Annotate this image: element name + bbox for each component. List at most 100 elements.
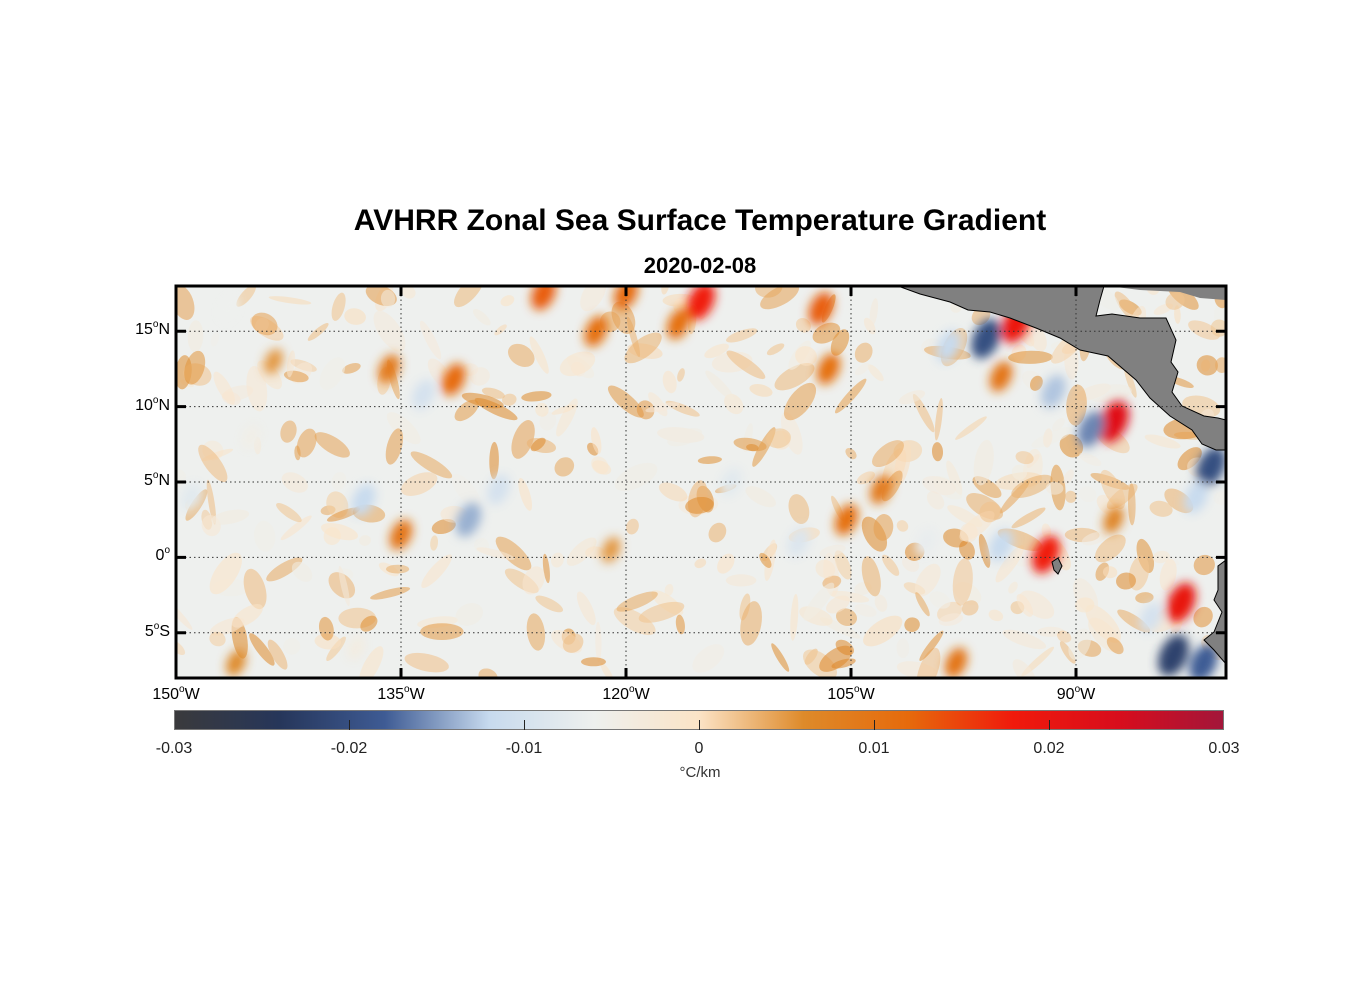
texture-cell [1016, 593, 1033, 617]
colorbar-tick-label: -0.03 [155, 740, 193, 757]
map-ticks [174, 286, 1226, 678]
gradient-features [180, 286, 1226, 678]
texture-cell [1026, 454, 1040, 468]
gradient-feature [241, 424, 261, 450]
texture-cell [854, 362, 870, 376]
texture-cell [1008, 581, 1018, 594]
gradient-feature [1098, 400, 1129, 443]
texture-cell [812, 322, 841, 344]
texture-cell [1149, 500, 1173, 517]
texture-cell [873, 514, 894, 541]
texture-cell [257, 360, 282, 390]
land-south-america [1203, 559, 1226, 665]
texture-cell [662, 370, 677, 394]
texture-cell [692, 644, 725, 673]
texture-cell [1079, 486, 1097, 503]
texture-cell [206, 479, 217, 525]
texture-cell [267, 639, 288, 670]
texture-cell [1066, 384, 1087, 426]
texture-cell [829, 590, 870, 603]
texture-cell [1068, 628, 1092, 660]
chart-title: AVHRR Zonal Sea Surface Temperature Grad… [353, 204, 1047, 237]
texture-cell [551, 552, 564, 568]
texture-cell [979, 501, 1001, 523]
texture-cell [472, 308, 491, 326]
texture-cell [704, 343, 729, 359]
texture-cell [919, 630, 944, 661]
gradient-feature [915, 528, 937, 556]
texture-cell [667, 428, 703, 447]
gradient-feature [531, 286, 556, 311]
texture-cell [522, 566, 545, 595]
texture-cell [291, 561, 313, 582]
texture-cell [995, 544, 1024, 583]
texture-cell [359, 535, 371, 546]
texture-cell [896, 520, 909, 532]
gradient-feature [936, 330, 961, 363]
texture-cell [476, 547, 515, 560]
texture-cell [521, 391, 552, 402]
texture-cell [1124, 365, 1137, 398]
texture-cell [1193, 606, 1213, 628]
texture-cell [581, 657, 606, 667]
texture-cell [1002, 629, 1047, 650]
texture-cell [1196, 355, 1218, 376]
texture-cell [725, 574, 757, 587]
texture-cell [869, 298, 879, 327]
texture-cell [1116, 572, 1136, 590]
texture-cell [947, 505, 983, 527]
texture-cell [530, 437, 546, 452]
colorbar-tick [349, 720, 350, 730]
texture-cell [788, 494, 810, 525]
gradient-feature [263, 348, 284, 375]
texture-cell [685, 496, 714, 514]
texture-cell [266, 557, 303, 582]
texture-cell [1095, 534, 1126, 563]
texture-cell [856, 471, 875, 485]
texture-cell [1029, 375, 1043, 391]
texture-cell [209, 552, 242, 595]
texture-cell [614, 462, 658, 491]
texture-cell [867, 364, 884, 382]
texture-cell [915, 592, 930, 617]
texture-cell [1177, 447, 1202, 471]
gradient-feature [1158, 634, 1189, 677]
texture-cell [705, 370, 735, 401]
texture-cell [307, 322, 329, 341]
gradient-feature [1196, 447, 1226, 487]
texture-cell [283, 637, 301, 655]
gradient-feature [816, 353, 841, 385]
texture-cell [961, 600, 979, 616]
texture-cell [386, 412, 421, 445]
texture-cell [410, 451, 453, 479]
colorbar-tick [1049, 720, 1050, 730]
texture-cell [1015, 451, 1034, 465]
texture-cell [795, 346, 817, 366]
texture-cell [314, 432, 350, 458]
texture-cell [249, 633, 275, 666]
texture-cell [934, 398, 943, 441]
texture-cell [559, 351, 596, 377]
texture-cell [1045, 481, 1064, 495]
texture-cell [404, 652, 449, 673]
texture-cell [296, 428, 317, 458]
texture-cell [881, 554, 900, 576]
texture-cell [771, 643, 790, 672]
texture-cell [863, 317, 876, 335]
texture-cell [613, 607, 656, 636]
texture-cell [373, 310, 406, 352]
texture-cell [1011, 474, 1053, 499]
texture-cell [1059, 434, 1084, 458]
texture-cell [708, 522, 727, 543]
texture-cell [342, 363, 361, 374]
texture-cell [664, 583, 674, 597]
texture-cell [576, 591, 596, 626]
texture-cell [1065, 490, 1077, 503]
texture-cell [746, 444, 759, 452]
texture-cell [740, 601, 762, 646]
texture-cell [815, 559, 836, 579]
texture-cell [590, 427, 602, 455]
texture-cell [566, 537, 597, 566]
texture-cell [863, 615, 903, 647]
texture-cell [402, 286, 416, 299]
